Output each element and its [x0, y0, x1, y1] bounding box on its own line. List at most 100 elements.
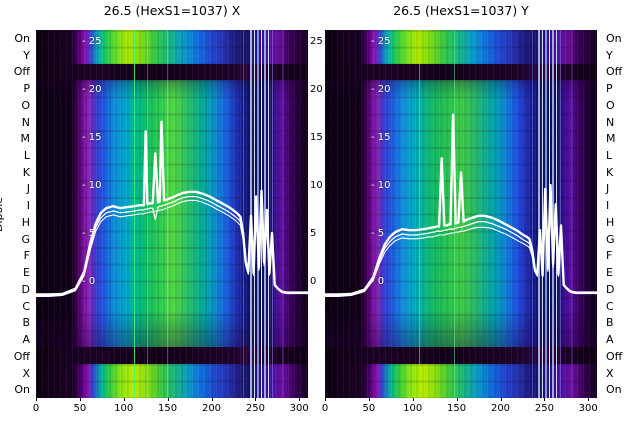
row-label: P [606, 82, 613, 96]
row-label: B [22, 316, 30, 330]
heatmap-overlay-tex [36, 347, 308, 364]
x-tick-mark [588, 398, 590, 401]
row-label: N [21, 115, 30, 129]
row-label: P [23, 82, 30, 96]
heatmap-band-off2 [36, 347, 308, 364]
heatmap-band-top [325, 30, 597, 64]
x-tick-mark [79, 398, 81, 401]
row-label: D [606, 282, 615, 296]
row-label: I [606, 199, 610, 213]
heatmap-overlay-tex [36, 30, 308, 64]
heatmap-stripe [264, 30, 266, 398]
trace-main [325, 113, 597, 296]
row-label: G [606, 232, 615, 246]
row-label: Y [23, 48, 30, 62]
x-tick-label: 300 [289, 403, 309, 414]
row-label: A [22, 333, 30, 347]
heatmap-band-off1 [36, 63, 308, 81]
row-label: O [606, 98, 615, 112]
heatmap-stripe [559, 30, 561, 398]
row-labels-right: On Y Off P O N M L K J I H G F E D C B A Off X On [601, 30, 640, 398]
heatmap-stripe [282, 30, 285, 398]
row-label: B [606, 316, 614, 330]
x-tick-label: 0 [32, 403, 40, 414]
row-label: F [23, 249, 30, 263]
heatmap-overlay-rows [325, 30, 597, 64]
x-tick-mark [36, 398, 37, 401]
heatmap-stripe [146, 30, 148, 398]
heatmap-band-off1 [325, 63, 597, 81]
x-tick-label: 100 [114, 403, 134, 414]
row-label: I [26, 199, 30, 213]
row-label: H [21, 215, 30, 229]
right-edge-tick-label: 20 [310, 84, 323, 95]
heatmap-overlay-tex [325, 30, 597, 64]
heatmap-band-bottom [325, 363, 597, 398]
inner-tick-label: - 5 [82, 228, 96, 239]
inner-tick-label: - 20 [371, 84, 391, 95]
inner-tick-label: - 25 [371, 36, 391, 47]
x-tick-label: 100 [403, 403, 423, 414]
row-label: G [21, 232, 30, 246]
row-label: O [21, 98, 30, 112]
inner-tick-label: - 15 [82, 132, 102, 143]
inner-tick-label: - 10 [82, 180, 102, 191]
inner-tick-label: - 25 [82, 36, 102, 47]
right-edge-tick-label: 0 [310, 276, 317, 287]
heatmap-stripe [552, 30, 555, 398]
row-label: E [23, 266, 30, 280]
x-tick-mark [456, 398, 458, 401]
row-label: C [606, 299, 614, 313]
row-label: H [606, 215, 615, 229]
inner-tick-label: - 10 [371, 180, 391, 191]
x-tick-mark [500, 398, 502, 401]
x-tick-mark [167, 398, 169, 401]
x-tick-mark [299, 398, 301, 401]
heatmap-stripe [542, 30, 544, 398]
x-tick-label: 250 [534, 403, 554, 414]
row-label: Off [606, 349, 623, 363]
row-label: K [606, 165, 614, 179]
x-tick-mark [368, 398, 370, 401]
right-edge-tick-label: 15 [310, 132, 323, 143]
right-edge-tick-label: 5 [310, 228, 317, 239]
row-label: On [14, 383, 30, 397]
plot-left: - 25 - 20 - 15 - 10 - 5 - 0 [36, 30, 308, 398]
row-label: L [606, 149, 613, 162]
x-tick-label: 50 [362, 403, 376, 414]
overlay-traces [325, 113, 597, 297]
row-label: M [20, 132, 31, 146]
heatmap-stripe [268, 30, 269, 398]
heatmap-stripe [167, 30, 169, 398]
overlay-traces [36, 120, 308, 297]
inner-tick-label: - 15 [371, 132, 391, 143]
heatmap-stripe [271, 30, 273, 398]
row-label: E [606, 266, 613, 280]
row-label: Off [13, 349, 30, 363]
heatmap-stripe [250, 30, 252, 398]
heatmap-overlay-rows [36, 30, 308, 64]
x-tick-label: 50 [73, 403, 87, 414]
heatmap-overlay-tex [325, 347, 597, 364]
heatmap-stripe [570, 30, 573, 398]
x-tick-label: 300 [578, 403, 598, 414]
heatmap-stripe [531, 30, 533, 398]
right-edge-tick-label: 25 [310, 36, 323, 47]
x-tick-label: 150 [447, 403, 467, 414]
row-label: F [606, 249, 613, 263]
x-tick-mark [211, 398, 213, 401]
x-tick-label: 250 [245, 403, 265, 414]
heatmap-overlay-tex [325, 63, 597, 81]
x-tick-mark [255, 398, 257, 401]
row-label: On [606, 31, 622, 45]
heatmap-stripe [242, 30, 244, 398]
heatmap-stripe [419, 30, 421, 398]
x-tick-label: 200 [201, 403, 222, 414]
row-label: M [606, 132, 616, 146]
heatmap-band-top [36, 30, 308, 64]
row-label: On [14, 31, 30, 45]
heatmap-stripe [133, 30, 135, 398]
plot-right: - 25 - 20 - 15 - 10 - 5 - 0 [325, 30, 597, 398]
heatmap-overlay-rows [325, 363, 597, 398]
